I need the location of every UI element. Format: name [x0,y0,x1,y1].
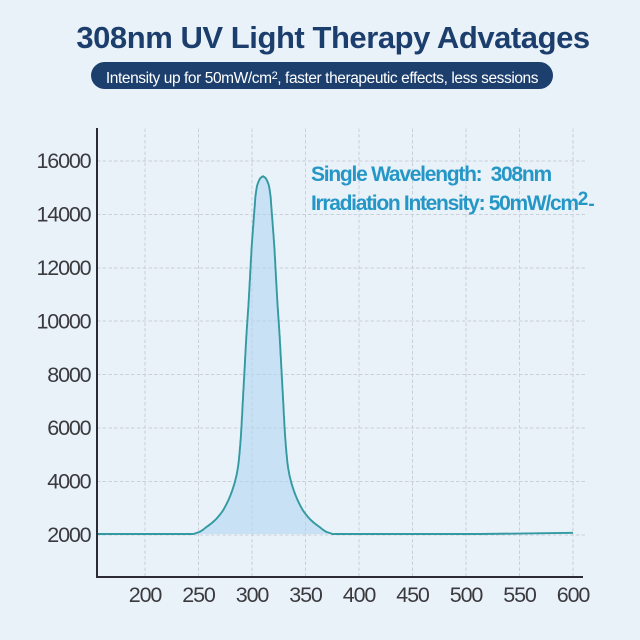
svg-text:12000: 12000 [36,256,91,280]
svg-text:400: 400 [343,583,377,607]
svg-text:350: 350 [289,583,323,607]
svg-text:8000: 8000 [47,363,91,387]
svg-text:250: 250 [182,583,216,607]
svg-text:500: 500 [450,583,484,607]
svg-text:2000: 2000 [47,523,91,547]
svg-text:450: 450 [396,583,430,607]
svg-text:10000: 10000 [36,309,91,333]
svg-text:4000: 4000 [47,470,91,494]
svg-text:Single Wavelength: 308nm: Single Wavelength: 308nm [311,163,551,186]
svg-text:6000: 6000 [47,416,91,440]
svg-text:14000: 14000 [36,203,91,227]
svg-text:200: 200 [129,583,163,607]
svg-text:600: 600 [557,583,591,607]
svg-text:550: 550 [503,583,537,607]
svg-text:16000: 16000 [36,149,91,173]
svg-text:Irradiation Intensity: 50mW/cm: Irradiation Intensity: 50mW/cm2- [311,189,595,215]
svg-text:300: 300 [236,583,270,607]
